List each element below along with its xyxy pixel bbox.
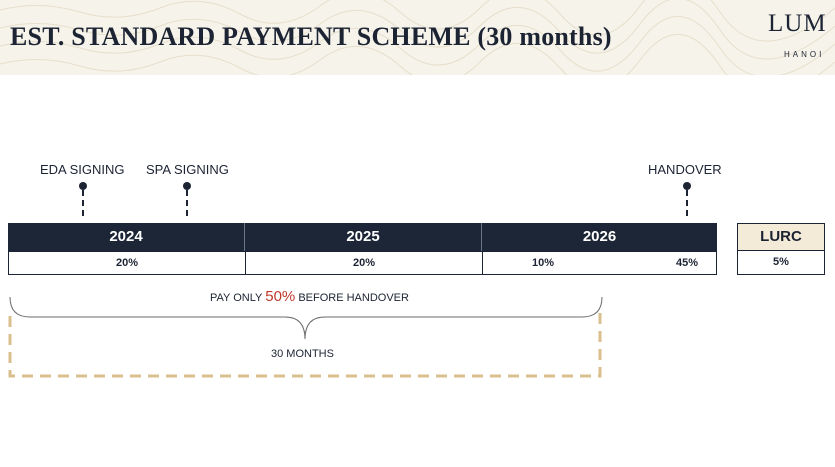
note-prefix: PAY ONLY [210,292,266,304]
brand-city: HANOI [784,50,825,59]
percent-2026-handover: 45% [676,257,699,269]
milestone-handover-marker [683,182,691,222]
year-timeline-bar: 2024 2025 2026 [8,223,717,251]
dashed-bracket [8,310,602,378]
milestone-handover-label: HANDOVER [648,162,722,177]
brand-wordmark: LUM [768,10,827,37]
marker-stem [186,190,188,216]
year-divider [244,223,245,251]
marker-stem [686,190,688,216]
percentage-row: 20% 20% 10% 45% [8,251,717,275]
year-divider [481,223,482,251]
header-pattern [0,0,835,75]
lurc-header: LURC [737,223,825,251]
lurc-percent: 5% [737,251,825,275]
payment-note: PAY ONLY 50% BEFORE HANDOVER [210,288,409,305]
milestone-spa-label: SPA SIGNING [146,162,229,177]
brand-logo: LUM HANOI [768,10,835,68]
header-banner: EST. STANDARD PAYMENT SCHEME (30 months)… [0,0,835,75]
marker-dot [183,182,191,190]
marker-dot [683,182,691,190]
note-highlight: 50% [265,288,296,305]
page-title: EST. STANDARD PAYMENT SCHEME (30 months) [10,22,612,51]
year-2026: 2026 [582,228,617,245]
percent-2024: 20% [115,257,139,269]
note-suffix: BEFORE HANDOVER [295,292,409,304]
percent-2026-early: 10% [532,257,555,269]
percent-2025: 20% [352,257,376,269]
percent-divider [245,252,246,274]
year-2025: 2025 [346,228,380,245]
milestone-eda-marker [79,182,87,222]
marker-dot [79,182,87,190]
milestone-eda-label: EDA SIGNING [40,162,125,177]
curly-brace [9,296,603,340]
milestone-spa-marker [183,182,191,222]
duration-label: 30 MONTHS [271,348,334,360]
year-2024: 2024 [109,228,143,245]
percent-divider [482,252,483,274]
marker-stem [82,190,84,216]
